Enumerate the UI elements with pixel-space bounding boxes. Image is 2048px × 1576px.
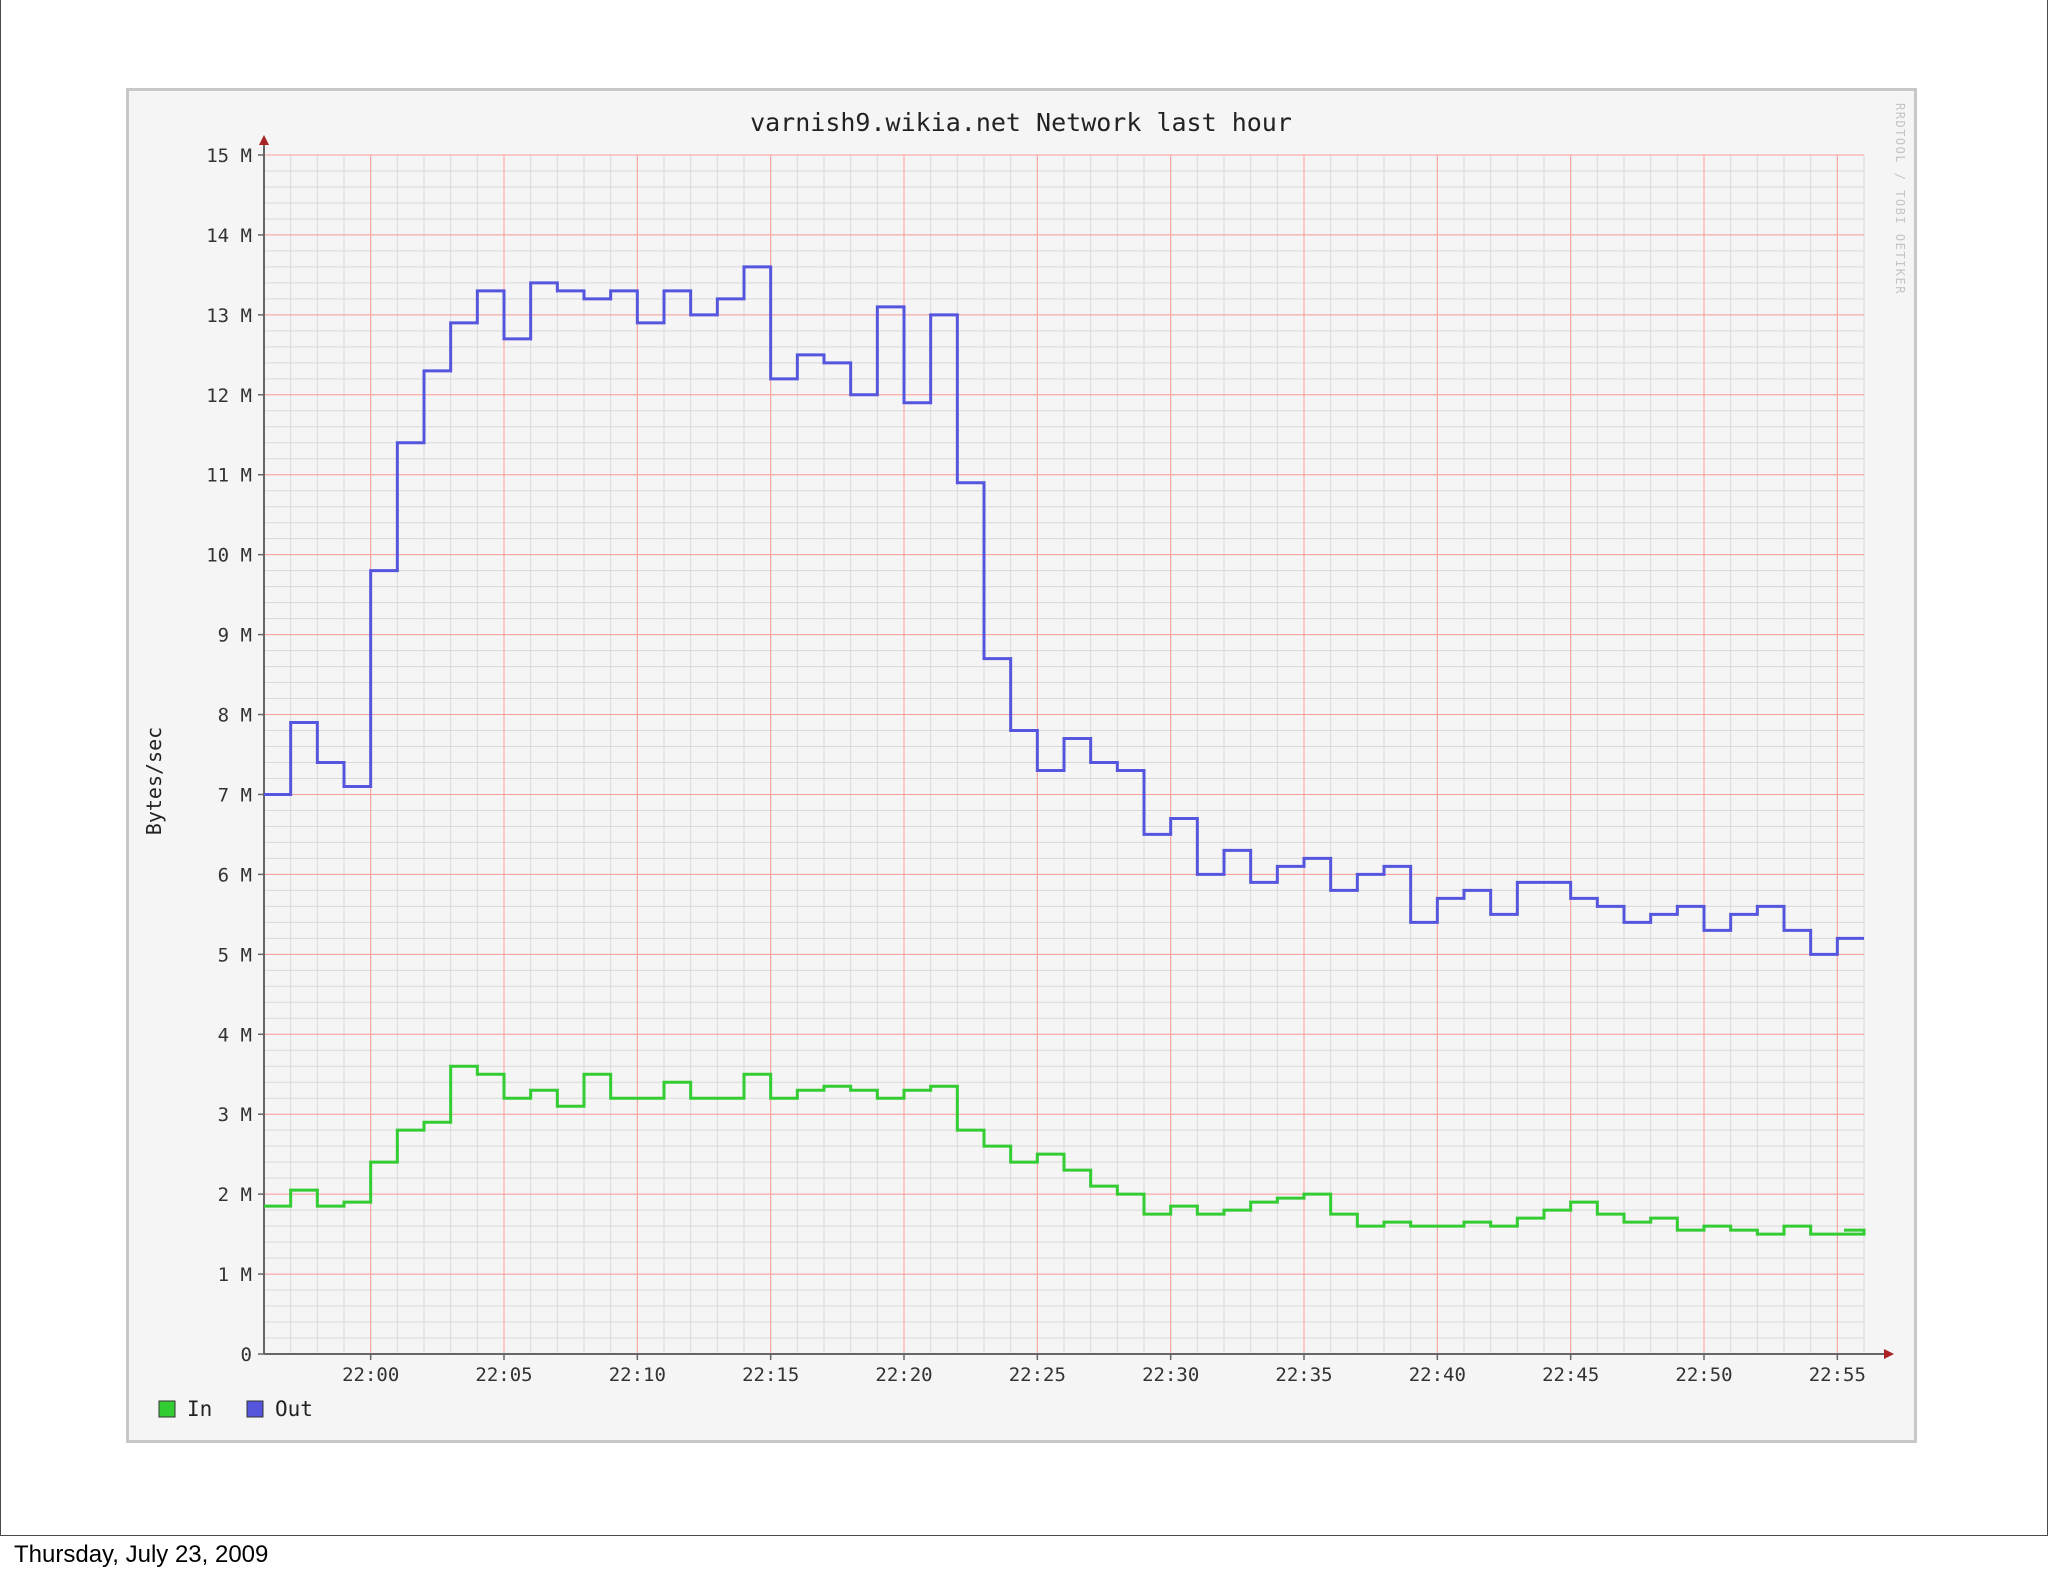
y-tick-label: 13 M: [206, 305, 252, 327]
y-tick-label: 5 M: [218, 944, 252, 966]
legend-label-in: In: [187, 1397, 212, 1421]
y-tick-label: 0: [241, 1344, 252, 1366]
y-tick-label: 1 M: [218, 1264, 252, 1286]
x-tick-label: 22:30: [1142, 1364, 1199, 1386]
y-tick-label: 8 M: [218, 705, 252, 727]
legend-swatch-out: [246, 1400, 264, 1418]
y-tick-label: 7 M: [218, 784, 252, 806]
x-tick-label: 22:10: [609, 1364, 666, 1386]
y-tick-label: 15 M: [206, 145, 252, 167]
y-tick-label: 4 M: [218, 1024, 252, 1046]
x-tick-label: 22:00: [342, 1364, 399, 1386]
footer-date: Thursday, July 23, 2009: [14, 1541, 269, 1568]
legend-label-out: Out: [275, 1397, 313, 1421]
network-chart: 22:00 22:05 22:10 22:15 22:20 22:25 22:30 22:35…: [142, 103, 1907, 1421]
x-tick-label: 22:25: [1009, 1364, 1066, 1386]
y-tick-label: 12 M: [206, 385, 252, 407]
tick-labels: 22:00 22:05 22:10 22:15 22:20 22:25 22:30 22:35…: [206, 145, 1866, 1386]
x-tick-label: 22:05: [475, 1364, 532, 1386]
y-tick-label: 6 M: [218, 864, 252, 886]
x-tick-label: 22:50: [1675, 1364, 1732, 1386]
chart-title: varnish9.wikia.net Network last hour: [750, 108, 1292, 137]
y-tick-label: 14 M: [206, 225, 252, 247]
x-axis-arrow: [1884, 1349, 1894, 1359]
series-line-out: [264, 265, 1864, 956]
y-tick-label: 2 M: [218, 1184, 252, 1206]
y-tick-label: 3 M: [218, 1104, 252, 1126]
y-axis-label: Bytes/sec: [142, 727, 166, 835]
major-grid: [264, 154, 1864, 1355]
y-tick-label: 11 M: [206, 465, 252, 487]
y-tick-label: 9 M: [218, 625, 252, 647]
series-line-in: [264, 1064, 1866, 1236]
y-axis-arrow: [259, 135, 269, 145]
axes: [258, 135, 1894, 1360]
series-layer: [264, 265, 1866, 1236]
x-tick-label: 22:40: [1409, 1364, 1466, 1386]
x-tick-label: 22:15: [742, 1364, 799, 1386]
x-tick-label: 22:45: [1542, 1364, 1599, 1386]
rrd-graph-panel: 22:00 22:05 22:10 22:15 22:20 22:25 22:30 22:35…: [126, 88, 1917, 1443]
y-tick-label: 10 M: [206, 545, 252, 567]
x-tick-label: 22:35: [1275, 1364, 1332, 1386]
legend-swatch-in: [158, 1400, 176, 1418]
x-tick-label: 22:55: [1809, 1364, 1866, 1386]
rrdtool-watermark: RRDTOOL / TOBI OETIKER: [1893, 103, 1907, 295]
x-tick-label: 22:20: [875, 1364, 932, 1386]
legend: In Out: [158, 1397, 313, 1421]
